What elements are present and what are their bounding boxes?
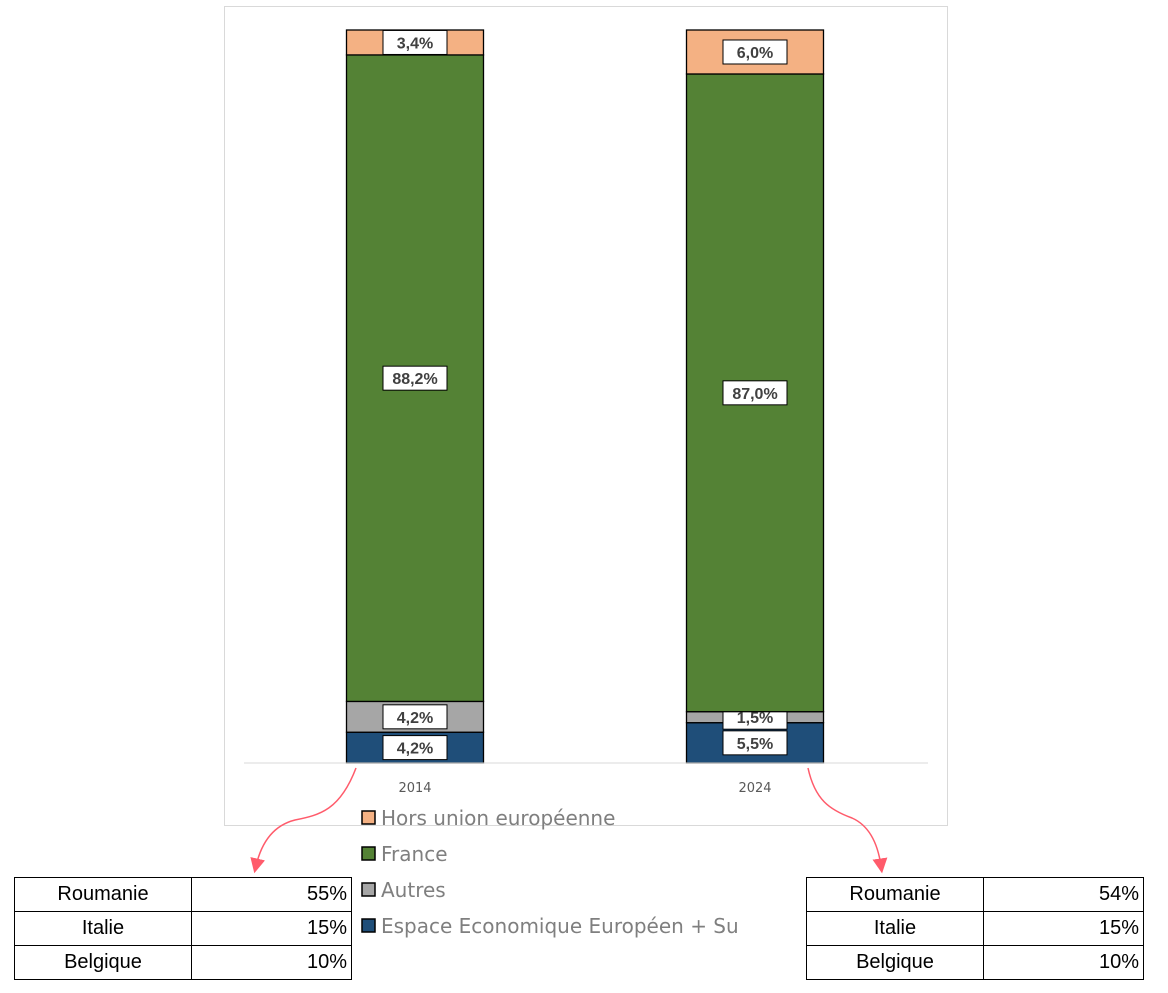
country-cell: Roumanie — [806, 877, 984, 912]
country-share-table-2014: Roumanie 55% Italie 15% Belgique 10% — [14, 877, 352, 980]
percent-cell: 10% — [983, 945, 1144, 980]
data-label: 5,5% — [737, 736, 773, 753]
percent-cell: 15% — [983, 911, 1144, 946]
percent-cell: 10% — [191, 945, 352, 980]
data-label: 88,2% — [392, 371, 437, 388]
data-label-box — [722, 39, 788, 65]
x-tick-label: 2024 — [738, 781, 771, 796]
data-label-box — [382, 704, 448, 730]
percent-cell: 15% — [191, 911, 352, 946]
data-label-box — [382, 29, 448, 55]
country-cell: Roumanie — [14, 877, 192, 912]
country-cell: Italie — [14, 911, 192, 946]
country-cell: Italie — [806, 911, 984, 946]
legend-label: Autres — [381, 878, 446, 902]
x-tick-labels: 2014 2024 — [398, 781, 771, 796]
legend: Hors union européenne France Autres Espace … — [361, 806, 739, 938]
callout-arrow-2024 — [807, 767, 888, 874]
data-label: 4,2% — [397, 741, 433, 758]
table-row: Roumanie 55% — [14, 877, 352, 912]
data-label: 1,5% — [737, 710, 773, 727]
bars-group: 4,2% 4,2% 88,2% 3,4% 5,5% 1,5% 87,0% 6,0% — [345, 29, 825, 764]
legend-swatch — [361, 810, 376, 825]
legend-label: Espace Economique Européen + Su — [381, 914, 739, 938]
x-tick-label: 2014 — [398, 781, 431, 796]
legend-swatch — [361, 846, 376, 861]
country-share-table-2024: Roumanie 54% Italie 15% Belgique 10% — [806, 877, 1144, 980]
table-row: Belgique 10% — [806, 945, 1144, 980]
data-label: 3,4% — [397, 35, 433, 52]
data-label-box — [382, 365, 448, 391]
data-label: 6,0% — [737, 45, 773, 62]
country-cell: Belgique — [14, 945, 192, 980]
country-cell: Belgique — [806, 945, 984, 980]
legend-swatch — [361, 882, 376, 897]
data-label-box — [382, 735, 448, 761]
legend-label: France — [381, 842, 448, 866]
table-row: Roumanie 54% — [806, 877, 1144, 912]
legend-label: Hors union européenne — [381, 806, 615, 830]
data-label-box — [722, 730, 788, 756]
legend-swatch — [361, 918, 376, 933]
callout-arrow-2014 — [250, 767, 357, 874]
percent-cell: 54% — [983, 877, 1144, 912]
percent-cell: 55% — [191, 877, 352, 912]
data-label: 4,2% — [397, 710, 433, 727]
data-label-box — [722, 380, 788, 406]
table-row: Italie 15% — [806, 911, 1144, 946]
chart-frame — [224, 6, 948, 826]
data-label: 87,0% — [732, 386, 777, 403]
table-row: Belgique 10% — [14, 945, 352, 980]
table-row: Italie 15% — [14, 911, 352, 946]
